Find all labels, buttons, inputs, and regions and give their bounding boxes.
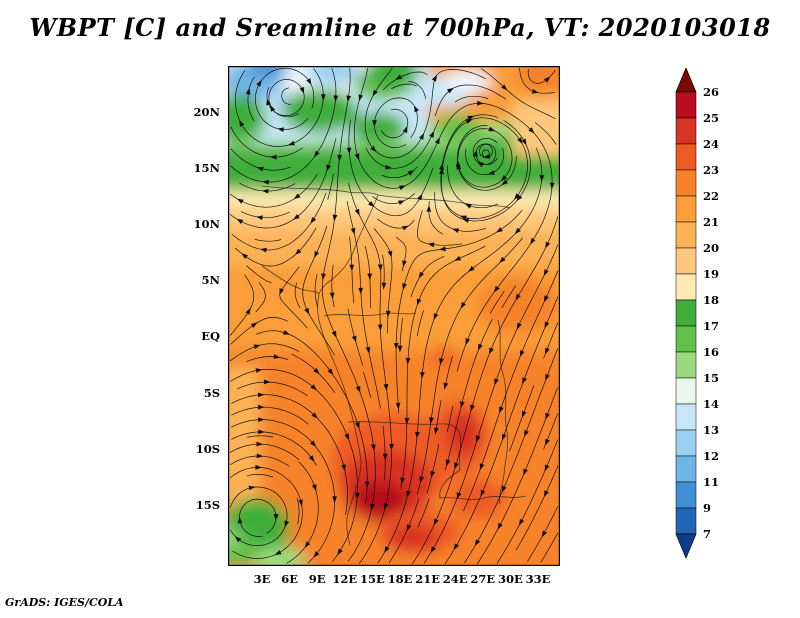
- svg-text:13: 13: [703, 423, 719, 437]
- x-tick-label: 27E: [470, 572, 496, 586]
- x-tick-label: 18E: [387, 572, 413, 586]
- map-canvas: [228, 66, 560, 566]
- x-tick-label: 33E: [525, 572, 551, 586]
- svg-text:19: 19: [703, 267, 719, 281]
- svg-text:22: 22: [703, 189, 719, 203]
- svg-text:15: 15: [703, 371, 719, 385]
- x-tick-label: 3E: [253, 572, 271, 586]
- y-tick-label: 10S: [195, 441, 220, 456]
- svg-text:14: 14: [703, 397, 719, 411]
- svg-text:25: 25: [703, 111, 719, 125]
- y-tick-label: 20N: [193, 105, 220, 119]
- y-tick-label: 5S: [203, 385, 220, 400]
- svg-text:12: 12: [703, 449, 719, 463]
- svg-text:17: 17: [703, 319, 719, 333]
- svg-text:7: 7: [703, 527, 711, 541]
- svg-text:23: 23: [703, 163, 719, 177]
- credit-text: GrADS: IGES/COLA: [5, 596, 124, 609]
- svg-text:11: 11: [703, 475, 719, 489]
- svg-text:26: 26: [703, 85, 719, 99]
- x-tick-label: 12E: [332, 572, 358, 586]
- y-tick-label: 15S: [195, 497, 220, 512]
- y-tick-label: 10N: [193, 217, 220, 232]
- svg-text:18: 18: [703, 293, 719, 307]
- y-tick-label: EQ: [201, 329, 220, 344]
- x-tick-label: 9E: [308, 572, 326, 586]
- x-tick-label: 6E: [281, 572, 298, 586]
- colorbar: 26 25 24 23 22 21 20 19 18 17 16 15 14 13 12 11 9 7: [675, 67, 719, 559]
- svg-text:20: 20: [703, 241, 719, 255]
- x-tick-label: 30E: [498, 572, 523, 586]
- y-tick-label: 15N: [193, 161, 220, 176]
- svg-text:21: 21: [703, 215, 719, 229]
- map-area: [228, 66, 560, 566]
- x-tick-label: 21E: [415, 572, 440, 586]
- svg-text:24: 24: [703, 137, 719, 151]
- svg-text:9: 9: [703, 501, 711, 515]
- x-tick-label: 15E: [360, 572, 385, 586]
- plot-title: WBPT [C] and Sreamline at 700hPa, VT: 20…: [29, 13, 771, 42]
- y-tick-label: 5N: [201, 273, 220, 288]
- x-tick-label: 24E: [442, 572, 468, 586]
- svg-text:16: 16: [703, 345, 719, 359]
